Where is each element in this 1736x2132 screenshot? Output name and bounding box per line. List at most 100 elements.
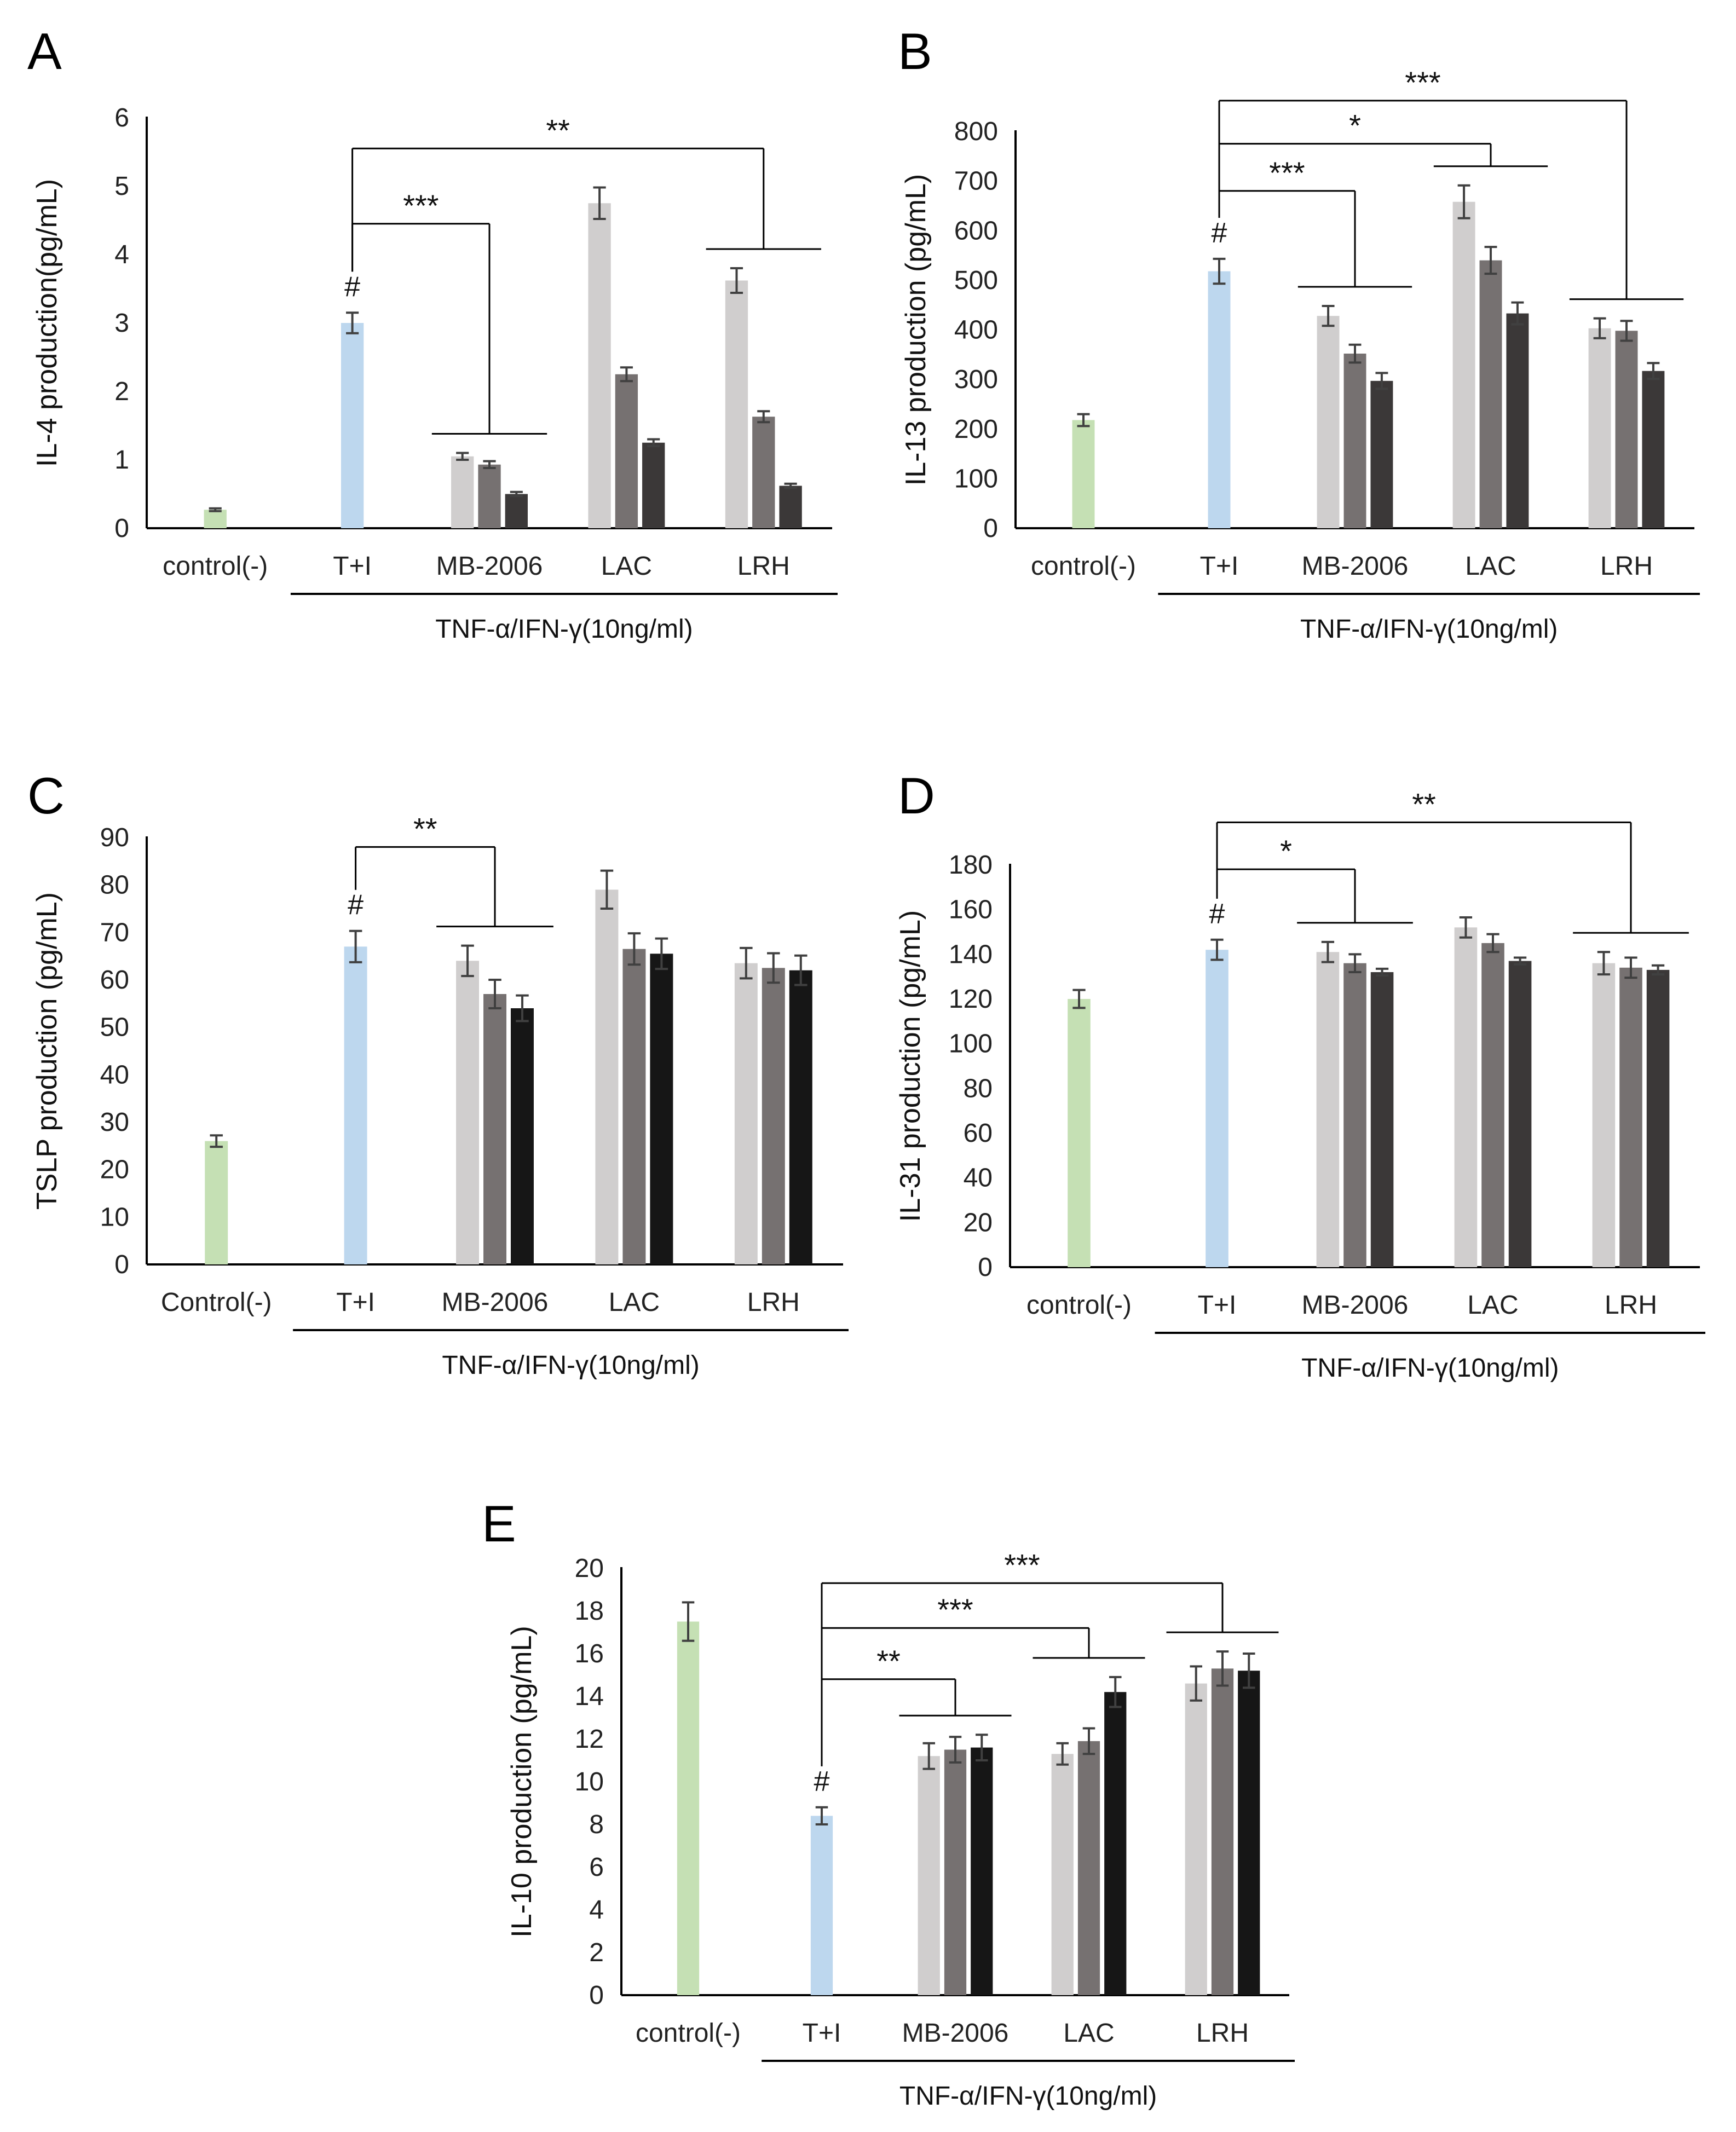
- significance-stars: *: [1349, 108, 1361, 143]
- significance-stars: **: [546, 113, 570, 147]
- bar: [1051, 1754, 1074, 1995]
- bar: [1508, 961, 1532, 1267]
- y-tick-label: 0: [983, 514, 998, 543]
- bar: [451, 456, 474, 528]
- bar: [1588, 328, 1611, 528]
- significance-stars: *: [1280, 834, 1292, 868]
- y-tick-label: 3: [114, 309, 129, 338]
- y-tick-label: 140: [949, 940, 993, 969]
- bar: [1592, 963, 1616, 1267]
- y-tick-label: 500: [954, 266, 998, 295]
- y-tick-label: 4: [114, 240, 129, 269]
- y-tick-label: 12: [575, 1725, 604, 1754]
- y-tick-label: 80: [100, 871, 129, 900]
- treatment-bracket-label: TNF-α/IFN-γ(10ng/ml): [435, 615, 693, 644]
- bar: [1317, 316, 1340, 528]
- panel-d: D 0 20 40 60 80 100 120 140 160 180 IL-31 producti…: [868, 750, 1736, 1407]
- bar: [642, 442, 665, 528]
- y-axis-title: IL-13 production (pg/mL): [900, 174, 932, 486]
- panel-a: A 0 1 2 3 4 5 6 IL-4 production(pg/mL) control(-…: [0, 0, 868, 684]
- bar: [622, 949, 646, 1264]
- y-tick-label: 0: [589, 1981, 604, 2010]
- significance-stars: ***: [937, 1592, 973, 1627]
- bar: [1068, 999, 1091, 1267]
- bar: [1481, 943, 1504, 1267]
- il31-bar-chart: 0 20 40 60 80 100 120 140 160 180 IL-31 production…: [895, 787, 1705, 1383]
- x-tick-label: LAC: [1467, 1291, 1518, 1320]
- bar: [1316, 952, 1340, 1267]
- y-axis-title: TSLP production (pg/mL): [31, 892, 63, 1210]
- y-axis-title: IL-10 production (pg/mL): [506, 1626, 538, 1937]
- y-tick-label: 0: [978, 1253, 993, 1282]
- y-tick-label: 20: [100, 1155, 129, 1185]
- bar: [650, 954, 673, 1264]
- bar: [1343, 963, 1366, 1267]
- x-tick-label: MB-2006: [436, 552, 543, 581]
- panel-letter-a: A: [27, 22, 62, 80]
- significance-stars: **: [413, 811, 437, 846]
- tslp-bar-chart: 0 10 20 30 40 50 60 70 80 90 TSLP production (pg/m…: [31, 811, 849, 1380]
- x-tick-label: LRH: [1600, 552, 1653, 581]
- bar: [1479, 260, 1502, 528]
- bar: [1185, 1683, 1207, 1995]
- panel-letter-c: C: [27, 767, 65, 824]
- y-tick-label: 6: [114, 103, 129, 132]
- x-tick-label: LRH: [737, 552, 790, 581]
- treatment-bracket-label: TNF-α/IFN-γ(10ng/ml): [899, 2082, 1157, 2111]
- panel-c: C 0 10 20 30 40 50 60 70 80 90 TSLP production (pg…: [0, 750, 868, 1407]
- x-tick-label: T+I: [803, 2019, 841, 2048]
- bar: [344, 946, 367, 1264]
- y-tick-label: 10: [575, 1767, 604, 1796]
- significance-hash: #: [344, 271, 360, 303]
- x-tick-label: control(-): [636, 2019, 741, 2048]
- bar: [752, 417, 775, 528]
- bar: [1452, 201, 1475, 528]
- bar: [483, 994, 506, 1264]
- bar: [1370, 380, 1393, 528]
- bar: [779, 486, 802, 528]
- bar: [762, 968, 785, 1264]
- significance-hash: #: [1209, 898, 1225, 930]
- bar: [1072, 420, 1095, 528]
- y-tick-label: 160: [949, 895, 993, 925]
- x-tick-label: LAC: [601, 552, 652, 581]
- bar: [341, 323, 364, 528]
- bar: [1646, 969, 1670, 1267]
- y-tick-label: 1: [114, 446, 129, 475]
- y-tick-label: 0: [114, 514, 129, 543]
- y-axis-title: IL-31 production (pg/mL): [895, 910, 926, 1222]
- y-tick-label: 5: [114, 172, 129, 201]
- y-tick-label: 10: [100, 1203, 129, 1232]
- y-tick-label: 0: [114, 1250, 129, 1279]
- y-tick-label: 200: [954, 415, 998, 444]
- bar: [588, 203, 611, 528]
- bar: [1343, 354, 1366, 528]
- treatment-bracket-label: TNF-α/IFN-γ(10ng/ml): [1300, 615, 1558, 644]
- bar: [971, 1747, 993, 1995]
- significance-stars: **: [876, 1644, 901, 1678]
- x-tick-label: control(-): [1031, 552, 1136, 581]
- panel-b: B 0 100 200 300 400 500 600 700 800 IL-13 product…: [868, 0, 1736, 684]
- significance-stars: ***: [403, 188, 439, 223]
- x-tick-label: LRH: [1196, 2019, 1249, 2048]
- y-tick-label: 700: [954, 167, 998, 196]
- bar: [725, 280, 748, 528]
- y-tick-label: 4: [589, 1896, 604, 1925]
- y-tick-label: 2: [114, 377, 129, 406]
- bar: [1619, 967, 1642, 1267]
- y-tick-label: 60: [100, 966, 129, 995]
- x-tick-label: control(-): [1026, 1291, 1132, 1320]
- y-tick-label: 100: [954, 464, 998, 493]
- y-tick-label: 18: [575, 1597, 604, 1626]
- y-tick-label: 20: [964, 1208, 993, 1237]
- significance-stars: ***: [1405, 65, 1440, 100]
- x-tick-label: T+I: [333, 552, 372, 581]
- bar: [595, 889, 619, 1264]
- bar: [456, 961, 480, 1264]
- bar: [1370, 972, 1394, 1267]
- y-axis-title: IL-4 production(pg/mL): [31, 179, 63, 467]
- bar: [789, 970, 812, 1264]
- bar: [1206, 950, 1229, 1267]
- significance-hash: #: [814, 1766, 830, 1798]
- significance-hash: #: [1212, 217, 1227, 249]
